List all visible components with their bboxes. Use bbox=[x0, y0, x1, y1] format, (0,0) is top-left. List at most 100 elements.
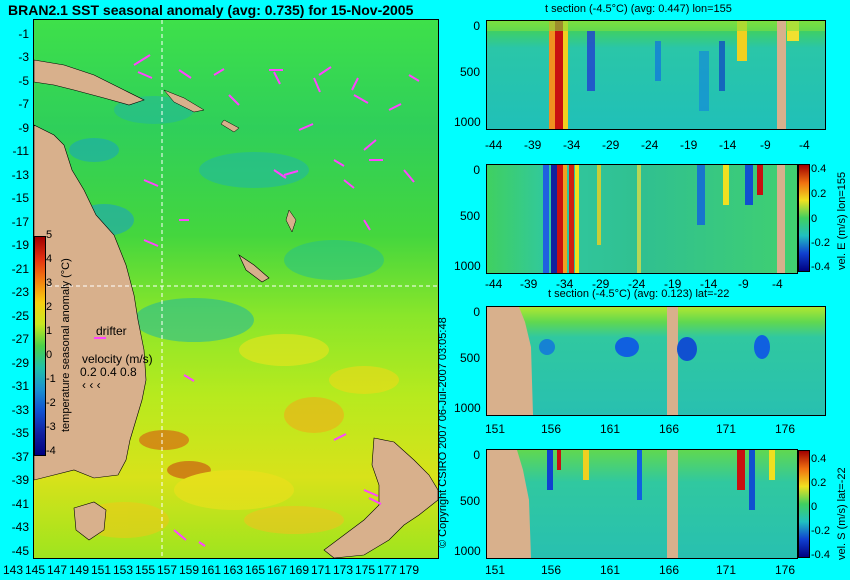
lat-tick: -11 bbox=[12, 144, 29, 158]
panel3-xtick: 151 bbox=[485, 422, 506, 436]
panel4-xtick: 156 bbox=[541, 563, 562, 577]
panel2-xtick: -9 bbox=[738, 277, 749, 291]
lon-tick: 163 bbox=[223, 563, 244, 577]
velocity-arrows-icon: ‹ ‹ ‹ bbox=[82, 378, 101, 392]
panel1-xtick: -14 bbox=[719, 138, 737, 152]
panel4-colorbar-label: vel. S (m/s) lat=-22 bbox=[836, 467, 848, 560]
panel2-colorbar-ticks: 0.4 0.2 0 -0.2 -0.4 bbox=[811, 164, 835, 274]
panel3-xtick: 156 bbox=[541, 422, 562, 436]
lat-tick: -45 bbox=[11, 544, 29, 558]
lon-tick: 145 bbox=[25, 563, 46, 577]
colorbar-tick: 0 bbox=[46, 349, 53, 361]
panel4-xtick: 161 bbox=[600, 563, 621, 577]
colorbar-tick: 1 bbox=[46, 325, 53, 337]
lat-tick: -35 bbox=[11, 426, 29, 440]
panel1-xtick: -24 bbox=[641, 138, 659, 152]
lon-tick: 175 bbox=[355, 563, 376, 577]
panel1-xtick: -4 bbox=[799, 138, 810, 152]
lat-tick: -27 bbox=[11, 332, 29, 346]
panel4-cbtick: 0 bbox=[811, 501, 818, 513]
lon-tick: 171 bbox=[311, 563, 332, 577]
velocity-values: 0.2 0.4 0.8 bbox=[80, 365, 137, 379]
panel1-yaxis: 0 500 1000 bbox=[446, 20, 482, 128]
lon-tick: 167 bbox=[267, 563, 288, 577]
panel1-xtick: -19 bbox=[680, 138, 698, 152]
panel4-xtick: 176 bbox=[775, 563, 796, 577]
t-section-lat-22 bbox=[486, 306, 826, 416]
lat-tick: -25 bbox=[11, 309, 29, 323]
panel2-xtick: -44 bbox=[485, 277, 503, 291]
t-section-lon155 bbox=[486, 20, 826, 130]
panel2-ytick: 1000 bbox=[454, 259, 481, 273]
lat-tick: -17 bbox=[11, 215, 29, 229]
panel4-cbtick: 0.4 bbox=[811, 453, 827, 465]
lat-tick: -13 bbox=[11, 168, 29, 182]
lon-tick: 179 bbox=[399, 563, 420, 577]
panel1-xaxis: -44 -39 -34 -29 -24 -19 -14 -9 -4 bbox=[480, 139, 830, 153]
panel3-xtick: 176 bbox=[775, 422, 796, 436]
panel4-xtick: 171 bbox=[716, 563, 737, 577]
panel2-cbtick: 0.4 bbox=[811, 163, 827, 175]
panel4-ytick: 0 bbox=[473, 448, 480, 462]
panel1-ytick: 1000 bbox=[454, 115, 481, 129]
panel2-cbtick: -0.2 bbox=[811, 237, 830, 249]
panel2-xtick: -29 bbox=[592, 277, 610, 291]
colorbar-tick: -3 bbox=[46, 421, 56, 433]
panel2-yaxis: 0 500 1000 bbox=[446, 164, 482, 272]
lat-tick: -33 bbox=[11, 403, 29, 417]
lon-tick: 165 bbox=[245, 563, 266, 577]
lat-tick: -21 bbox=[11, 262, 29, 276]
panel3-ytick: 0 bbox=[473, 305, 480, 319]
panel2-xtick: -4 bbox=[772, 277, 783, 291]
panel1-xtick: -44 bbox=[485, 138, 503, 152]
vel-east-colorbar bbox=[798, 164, 810, 272]
lat-tick: -7 bbox=[18, 97, 29, 111]
lat-tick: -5 bbox=[18, 74, 29, 88]
panel3-ytick: 500 bbox=[459, 351, 480, 365]
panel2-xaxis: -44 -39 -34 -29 -24 -19 -14 -9 -4 bbox=[480, 278, 830, 292]
sst-anomaly-map: 5 4 3 2 1 0 -1 -2 -3 -4 temperature seas… bbox=[33, 19, 439, 559]
panel2-cbtick: 0 bbox=[811, 213, 818, 225]
panel2-cbtick: 0.2 bbox=[811, 188, 827, 200]
panel1-xtick: -9 bbox=[760, 138, 771, 152]
map-title: BRAN2.1 SST seasonal anomaly (avg: 0.735… bbox=[8, 2, 414, 18]
map-lat-axis: -1 -3 -5 -7 -9 -11 -13 -15 -17 -19 -21 -… bbox=[3, 0, 31, 580]
panel4-yaxis: 0 500 1000 bbox=[446, 449, 482, 557]
lon-tick: 153 bbox=[113, 563, 134, 577]
panel2-ytick: 0 bbox=[473, 163, 480, 177]
panel4-cbtick: -0.4 bbox=[811, 549, 830, 561]
lon-tick: 151 bbox=[91, 563, 112, 577]
panel4-xtick: 151 bbox=[485, 563, 506, 577]
panel1-ytick: 500 bbox=[459, 65, 480, 79]
lon-tick: 157 bbox=[157, 563, 178, 577]
lon-tick: 177 bbox=[377, 563, 398, 577]
lon-tick: 159 bbox=[179, 563, 200, 577]
panel1-xtick: -29 bbox=[602, 138, 620, 152]
panel4-cbtick: -0.2 bbox=[811, 525, 830, 537]
lat-tick: -3 bbox=[18, 50, 29, 64]
panel4-colorbar-ticks: 0.4 0.2 0 -0.2 -0.4 bbox=[811, 454, 835, 564]
panel4-ytick: 500 bbox=[459, 494, 480, 508]
lat-tick: -31 bbox=[11, 379, 29, 393]
vel-east-section-lon155 bbox=[486, 164, 798, 274]
lat-tick: -37 bbox=[11, 450, 29, 464]
panel4-xaxis: 151 156 161 166 171 176 bbox=[480, 564, 830, 578]
panel1-xtick: -39 bbox=[524, 138, 542, 152]
panel2-xtick: -14 bbox=[700, 277, 718, 291]
panel4-cbtick: 0.2 bbox=[811, 477, 827, 489]
panel3-yaxis: 0 500 1000 bbox=[446, 306, 482, 414]
lon-tick: 155 bbox=[135, 563, 156, 577]
lat-tick: -19 bbox=[11, 238, 29, 252]
colorbar-label: temperature seasonal anomaly (°C) bbox=[60, 258, 72, 432]
map-lon-axis: 143 145 147 149 151 153 155 157 159 161 … bbox=[0, 564, 450, 580]
panel2-cbtick: -0.4 bbox=[811, 261, 830, 273]
panel2-xtick: -34 bbox=[556, 277, 574, 291]
panel2-xtick: -19 bbox=[664, 277, 682, 291]
lat-tick: -29 bbox=[11, 356, 29, 370]
panel3-xtick: 161 bbox=[600, 422, 621, 436]
panel2-ytick: 500 bbox=[459, 209, 480, 223]
lat-tick: -43 bbox=[11, 520, 29, 534]
panel3-xaxis: 151 156 161 166 171 176 bbox=[480, 423, 830, 437]
lon-tick: 169 bbox=[289, 563, 310, 577]
lon-tick: 161 bbox=[201, 563, 222, 577]
